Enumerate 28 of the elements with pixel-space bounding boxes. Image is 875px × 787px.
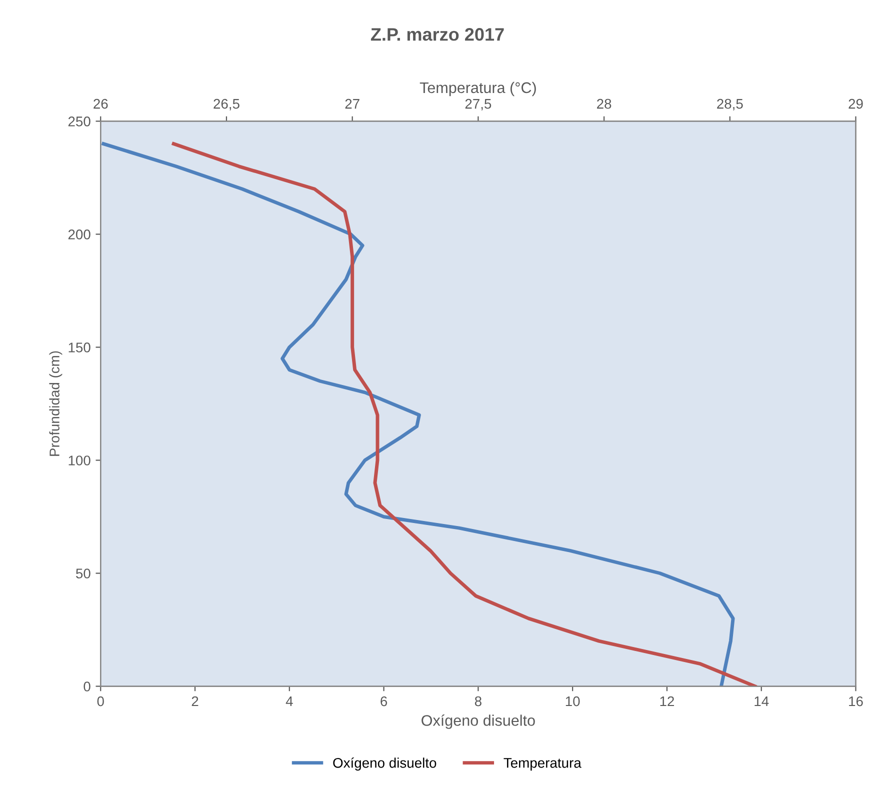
legend-label: Oxígeno disuelto [333, 757, 436, 771]
x2-tick-label: 28,5 [717, 98, 743, 110]
y-tick-label: 50 [76, 568, 90, 578]
x-tick-label: 16 [849, 696, 863, 706]
y-tick-label: 250 [68, 116, 90, 126]
x-tick-label: 12 [660, 696, 674, 706]
x-tick-label: 10 [566, 696, 580, 706]
x-tick-label: 2 [192, 696, 198, 706]
x2-tick-label: 27,5 [465, 98, 492, 110]
x2-tick-label: 26,5 [214, 98, 240, 110]
chart-title: Z.P. marzo 2017 [370, 28, 504, 41]
y-axis-title: Profundidad (cm) [49, 351, 62, 456]
x2-tick-label: 26 [94, 98, 108, 109]
x2-axis-title: Temperatura (°C) [420, 82, 536, 96]
y-tick-label: 100 [68, 456, 90, 466]
y-tick-label: 150 [68, 342, 90, 352]
x-tick-label: 14 [754, 696, 769, 706]
x-tick-label: 4 [286, 696, 293, 706]
x2-tick-label: 29 [848, 98, 863, 109]
x-tick-label: 6 [380, 696, 388, 706]
x-tick-label: 8 [474, 696, 482, 706]
x-axis-title: Oxígeno disuelto [422, 714, 535, 729]
y-tick-label: 0 [84, 682, 90, 692]
y-tick-label: 200 [68, 230, 90, 240]
legend-label: Temperatura [504, 758, 582, 771]
x2-tick-label: 28 [597, 98, 612, 109]
x2-tick-label: 27 [345, 98, 360, 109]
x-tick-label: 0 [97, 696, 104, 706]
